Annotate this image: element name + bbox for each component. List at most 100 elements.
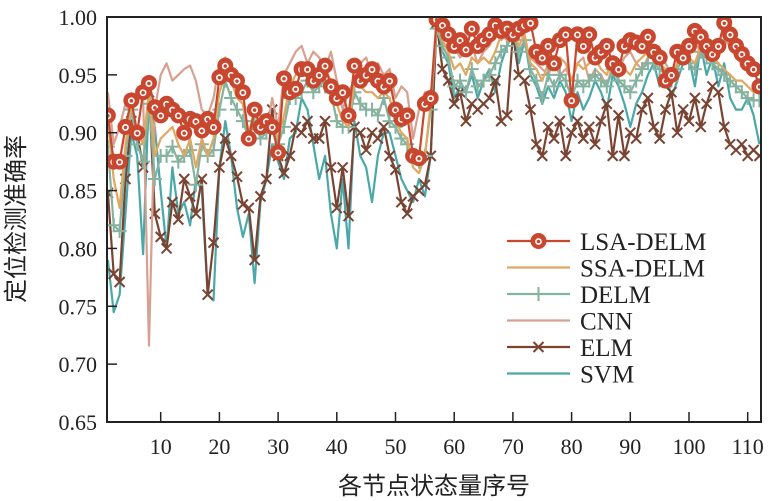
lsa-delm-point-inner [280,75,288,83]
lsa-delm-point-inner [644,33,652,41]
lsa-delm-point-inner [585,31,593,39]
lsa-delm-point [346,57,363,74]
lsa-delm-point [270,144,287,161]
lsa-delm-point-inner [403,112,411,120]
lsa-delm-point [563,92,580,109]
delm-point [511,44,526,59]
y-tick-label: 0.75 [59,294,98,319]
elm-point [489,74,501,87]
lsa-delm-point [111,153,128,170]
elm-point [166,196,179,208]
elm-point [113,276,126,288]
delm-point [728,79,743,94]
elm-point [237,198,249,211]
delm-point [112,224,127,239]
lsa-delm-point-inner [339,89,347,97]
lsa-delm-point-inner [527,19,534,27]
legend-elm-point [532,341,545,353]
lsa-delm-point-inner [192,118,200,126]
delm-point [458,85,473,100]
lsa-delm-point [751,78,761,95]
lsa-delm-point-inner [221,62,229,70]
elm-point [712,86,725,98]
delm-point [529,73,544,88]
delm-point [171,154,186,169]
series-layer [107,17,761,347]
x-tick-label: 30 [267,434,289,459]
lsa-delm-point [381,72,398,89]
elm-point [354,127,366,139]
x-tick-label: 70 [502,434,524,459]
elm-point [448,98,460,110]
lsa-delm-point-inner [750,66,757,73]
elm-point [201,289,214,301]
y-tick-label: 0.65 [59,410,98,435]
x-tick-label: 80 [561,434,583,459]
elm-point [577,132,590,145]
elm-point [178,173,190,185]
elm-point [695,121,707,133]
delm-point [593,73,608,88]
legend-item-lsa-delm: LSA-DELM [507,229,706,256]
legend-label: SVM [580,362,634,389]
elm-point [524,103,537,116]
elm-point [419,179,431,191]
delm-point [147,172,162,186]
delm-point [365,102,380,117]
lsa-delm-point [581,26,598,43]
lsa-delm-point [264,118,281,135]
elm-point [260,173,273,185]
lsa-delm-point-inner [685,43,693,50]
lsa-delm-point-inner [157,112,165,120]
lsa-delm-point-inner [133,129,141,137]
delm-point [494,44,509,59]
elm-point [548,132,560,145]
delm-point [370,108,385,123]
elm-point [378,121,390,133]
elm-point [154,231,167,243]
lsa-delm-point-inner [667,71,675,79]
lsa-delm-point-inner [550,60,558,68]
lsa-delm-point-inner [386,77,394,85]
x-tick-label: 50 [385,434,407,459]
lsa-delm-point-inner [274,149,282,157]
elm-point [295,127,308,139]
lsa-delm-point [205,118,222,135]
lsa-delm-point-inner [615,66,622,73]
lsa-delm-point [140,74,157,91]
lsa-delm-point-inner [444,31,452,39]
elm-point [243,202,255,214]
elm-point [319,115,331,127]
y-tick-label: 1.00 [59,5,98,30]
lsa-delm-point-inner [210,124,217,131]
legend-lsa-delm-point [530,233,547,249]
lsa-delm-point [399,107,416,124]
lsa-delm-point-inner [638,43,646,50]
elm-point [571,115,584,127]
elm-point [718,121,730,133]
delm-point [453,73,468,88]
delm-point [107,218,121,233]
lsa-delm-point-inner [233,77,241,85]
delm-point [635,62,650,77]
lsa-delm-point-inner [568,97,575,105]
lsa-delm-point-inner [139,89,147,97]
lsa-delm-point-inner [180,129,188,137]
x-tick-label: 100 [673,434,706,459]
delm-point [224,91,239,105]
lsa-delm-point-inner [239,89,247,97]
lsa-delm-point-inner [579,43,587,50]
lsa-delm-point [287,80,304,97]
elm-point [736,138,748,150]
elm-point [677,103,689,116]
elm-point [190,208,202,220]
elm-point [383,150,396,162]
lsa-delm-point [710,37,727,54]
lsa-delm-point-inner [268,124,276,131]
delm-point [582,73,597,88]
delm-point [500,38,515,53]
delm-point [617,79,632,94]
lsa-delm-point-inner [709,51,716,58]
elm-point [401,208,413,220]
elm-point [360,144,372,156]
